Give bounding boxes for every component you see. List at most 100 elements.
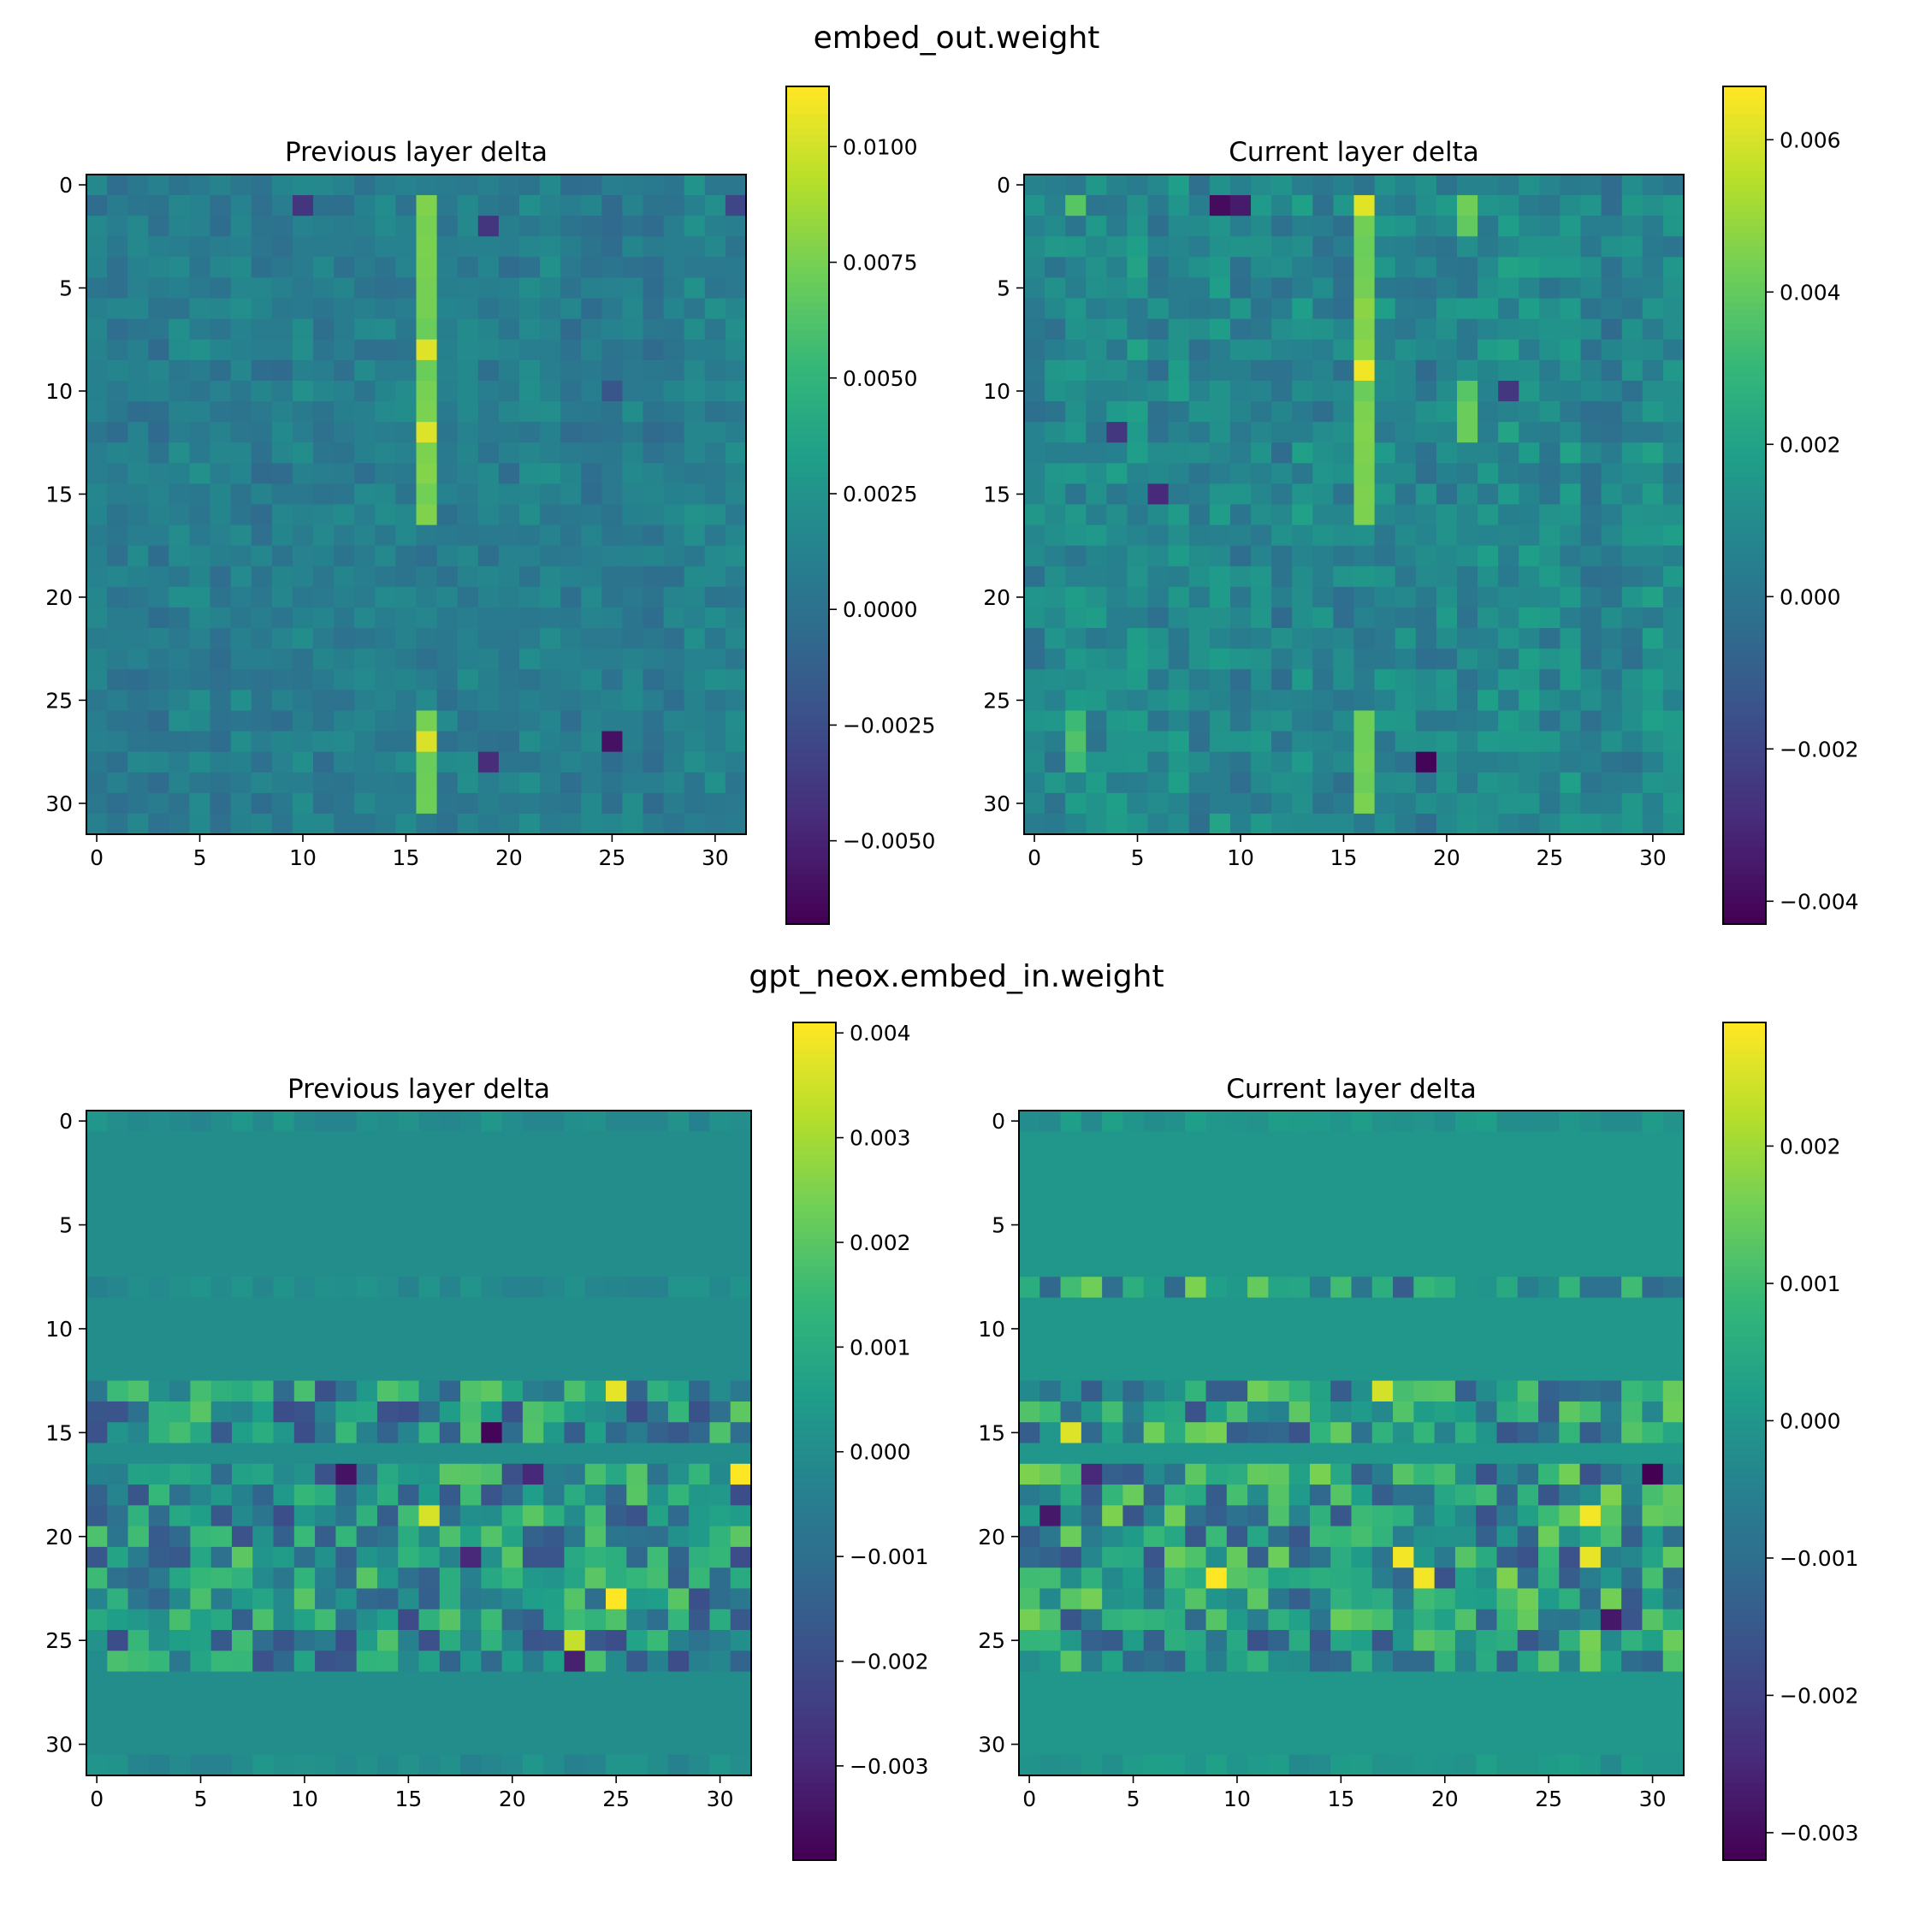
heatmap-cell <box>1045 628 1066 649</box>
heatmap-cell <box>1143 1339 1165 1360</box>
colorbar-gradient-step <box>1723 1259 1766 1268</box>
heatmap-cell <box>1498 380 1519 402</box>
heatmap-cell <box>1045 216 1066 237</box>
heatmap-cell <box>1229 463 1252 485</box>
heatmap-cell <box>1517 1588 1539 1610</box>
heatmap-cell <box>376 1318 399 1340</box>
heatmap-cell <box>1271 339 1293 361</box>
heatmap-cell <box>1102 1505 1124 1527</box>
heatmap-cell <box>313 813 335 835</box>
heatmap-cell <box>1330 1650 1353 1673</box>
heatmap-cell <box>1559 1360 1581 1382</box>
heatmap-cell <box>1268 1609 1290 1631</box>
heatmap-cell <box>375 545 397 567</box>
heatmap-cell <box>1621 1297 1644 1319</box>
heatmap-cell <box>1662 175 1685 196</box>
heatmap-cell <box>1395 690 1417 712</box>
heatmap-cell <box>1168 463 1190 485</box>
heatmap-cell <box>1642 1650 1664 1673</box>
colorbar-gradient-step <box>1723 1120 1766 1129</box>
heatmap-cell <box>273 1131 295 1153</box>
heatmap-cell <box>1268 1172 1290 1194</box>
heatmap-cell <box>1039 1422 1062 1444</box>
colorbar-gradient-step <box>1723 169 1766 178</box>
heatmap-cell <box>584 1422 607 1444</box>
heatmap-cell <box>1353 359 1376 382</box>
heatmap-cell <box>251 401 273 423</box>
heatmap-cell <box>1621 298 1644 320</box>
heatmap-cell <box>231 1463 253 1485</box>
heatmap-cell <box>1519 298 1540 320</box>
heatmap-cell <box>127 1401 150 1423</box>
heatmap-cell <box>1309 1194 1331 1216</box>
heatmap-cell <box>1127 195 1149 216</box>
heatmap-cell <box>189 545 211 567</box>
heatmap-cell <box>375 607 397 629</box>
heatmap-cell <box>663 483 685 506</box>
heatmap-cell <box>1642 1588 1664 1610</box>
heatmap-cell <box>375 359 397 382</box>
heatmap-cell <box>1188 772 1211 794</box>
heatmap-cell <box>148 380 169 402</box>
colorbar-gradient-step <box>793 1720 836 1728</box>
heatmap-cell <box>86 772 108 794</box>
heatmap-cell <box>518 380 541 402</box>
heatmap-cell <box>725 483 747 506</box>
heatmap-cell <box>1330 1505 1353 1527</box>
heatmap-cell <box>1519 175 1540 196</box>
colorbar-gradient-step <box>793 1650 836 1659</box>
heatmap-cell <box>169 690 191 712</box>
colorbar-gradient-step <box>1723 317 1766 325</box>
heatmap-cell <box>398 1214 420 1236</box>
heatmap-cell <box>1122 1131 1145 1153</box>
heatmap-cell <box>1580 504 1602 526</box>
heatmap-cell <box>626 1111 649 1132</box>
heatmap-cell <box>1374 731 1396 753</box>
heatmap-cell <box>540 731 561 753</box>
colorbar-gradient-step <box>786 631 829 639</box>
heatmap-cell <box>376 1111 399 1132</box>
heatmap-cell <box>354 628 376 649</box>
colorbar-gradient-step <box>786 763 829 772</box>
heatmap-cell <box>313 277 335 299</box>
heatmap-cell <box>1415 483 1437 506</box>
heatmap-cell <box>1600 1609 1622 1631</box>
heatmap-cell <box>1081 1214 1103 1236</box>
colorbar-gradient-step <box>793 1357 836 1366</box>
heatmap-cell <box>1081 1630 1103 1651</box>
heatmap-cell <box>1188 175 1211 196</box>
heatmap-cell <box>1081 1172 1103 1194</box>
colorbar-gradient-step <box>1723 135 1766 144</box>
heatmap-cell <box>376 1401 399 1423</box>
heatmap-cell <box>1498 731 1519 753</box>
heatmap-cell <box>1600 1360 1622 1382</box>
colorbar-tick-label: 0.002 <box>1780 432 1841 457</box>
heatmap-cell <box>1330 1609 1353 1631</box>
heatmap-cell <box>1662 380 1685 402</box>
heatmap-cell <box>730 1214 752 1236</box>
heatmap-cell <box>647 1111 669 1132</box>
heatmap-cell <box>1621 380 1644 402</box>
heatmap-cell <box>210 1692 233 1714</box>
heatmap-cell <box>251 277 273 299</box>
heatmap-cell <box>543 1194 566 1216</box>
heatmap-cell <box>1519 649 1540 670</box>
heatmap-cell <box>107 1255 129 1277</box>
heatmap-cell <box>1600 1526 1622 1548</box>
heatmap-cell <box>148 1360 170 1382</box>
heatmap-cell <box>148 1754 170 1776</box>
heatmap-cell <box>230 813 252 835</box>
heatmap-cell <box>1434 1277 1456 1299</box>
heatmap-cell <box>1662 1692 1685 1714</box>
colorbar-gradient-step <box>1723 1224 1766 1233</box>
heatmap-cell <box>1247 1339 1269 1360</box>
heatmap-cell <box>1045 710 1066 732</box>
heatmap-cell <box>1415 772 1437 794</box>
heatmap-cell <box>313 607 335 629</box>
heatmap-cell <box>1519 566 1540 588</box>
heatmap-cell <box>169 792 191 815</box>
heatmap-cell <box>564 1235 586 1257</box>
heatmap-cell <box>730 1401 752 1423</box>
heatmap-cell <box>356 1380 378 1402</box>
